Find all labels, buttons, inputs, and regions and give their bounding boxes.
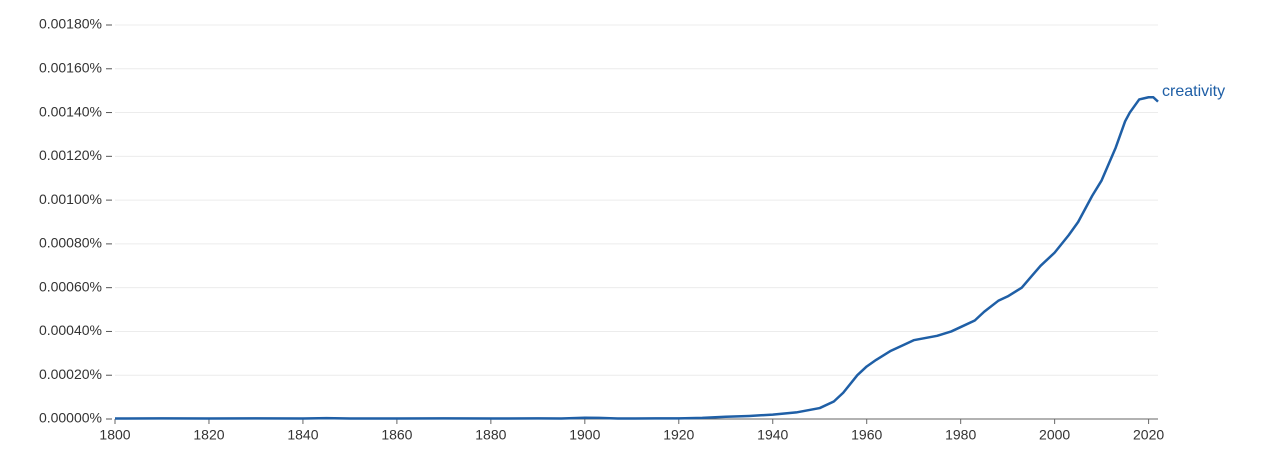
y-tick-label: 0.00080%	[39, 235, 102, 251]
x-tick-label: 1920	[663, 427, 694, 443]
y-tick-label: 0.00180%	[39, 16, 102, 32]
x-tick-label: 1860	[381, 427, 412, 443]
x-tick-label: 1980	[945, 427, 976, 443]
series-label: creativity	[1162, 83, 1225, 100]
y-tick-label: 0.00000%	[39, 410, 102, 426]
x-tick-label: 1820	[193, 427, 224, 443]
y-tick-label: 0.00140%	[39, 103, 102, 119]
x-tick-label: 1840	[287, 427, 318, 443]
x-tick-label: 1940	[757, 427, 788, 443]
line	[114, 95, 1159, 420]
y-tick-label: 0.00120%	[39, 147, 102, 163]
x-tick-label: 1880	[475, 427, 506, 443]
y-tick-label: 0.00060%	[39, 278, 102, 294]
x-tick-label: 2000	[1039, 427, 1070, 443]
x-tick-label: 1900	[569, 427, 600, 443]
y-tick-label: 0.00100%	[39, 191, 102, 207]
y-tick-label: 0.00040%	[39, 322, 102, 338]
x-tick-label: 1800	[99, 427, 130, 443]
x-tick-label: 1960	[851, 427, 882, 443]
y-tick-label: 0.00160%	[39, 59, 102, 75]
y-tick-label: 0.00020%	[39, 366, 102, 382]
x-tick-label: 2020	[1133, 427, 1164, 443]
